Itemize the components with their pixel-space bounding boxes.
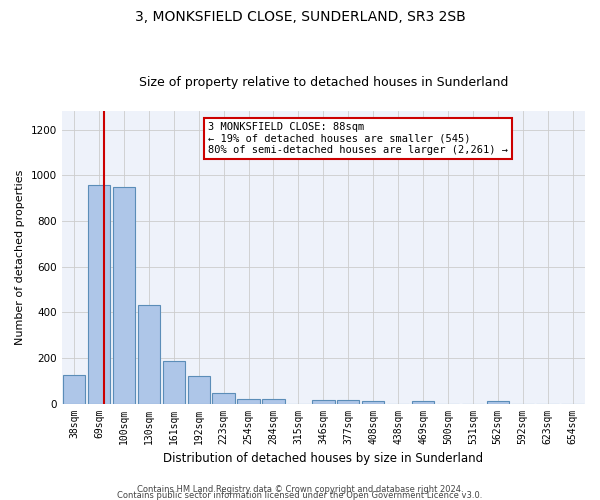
Bar (238, 399, 260, 404)
Text: Contains public sector information licensed under the Open Government Licence v3: Contains public sector information licen… (118, 490, 482, 500)
Bar (362, 402, 385, 404)
Bar (487, 402, 509, 404)
Bar (63, 375, 85, 404)
Bar (163, 362, 185, 404)
Bar (412, 402, 434, 404)
Bar (337, 400, 359, 404)
Bar (212, 394, 235, 404)
Bar (312, 400, 335, 404)
Bar (88, 184, 110, 404)
Text: Contains HM Land Registry data © Crown copyright and database right 2024.: Contains HM Land Registry data © Crown c… (137, 484, 463, 494)
Bar (113, 187, 135, 404)
Bar (137, 306, 160, 404)
Y-axis label: Number of detached properties: Number of detached properties (15, 170, 25, 345)
Bar (188, 376, 210, 404)
Bar (262, 399, 285, 404)
X-axis label: Distribution of detached houses by size in Sunderland: Distribution of detached houses by size … (163, 452, 484, 465)
Text: 3, MONKSFIELD CLOSE, SUNDERLAND, SR3 2SB: 3, MONKSFIELD CLOSE, SUNDERLAND, SR3 2SB (134, 10, 466, 24)
Title: Size of property relative to detached houses in Sunderland: Size of property relative to detached ho… (139, 76, 508, 90)
Text: 3 MONKSFIELD CLOSE: 88sqm
← 19% of detached houses are smaller (545)
80% of semi: 3 MONKSFIELD CLOSE: 88sqm ← 19% of detac… (208, 122, 508, 155)
